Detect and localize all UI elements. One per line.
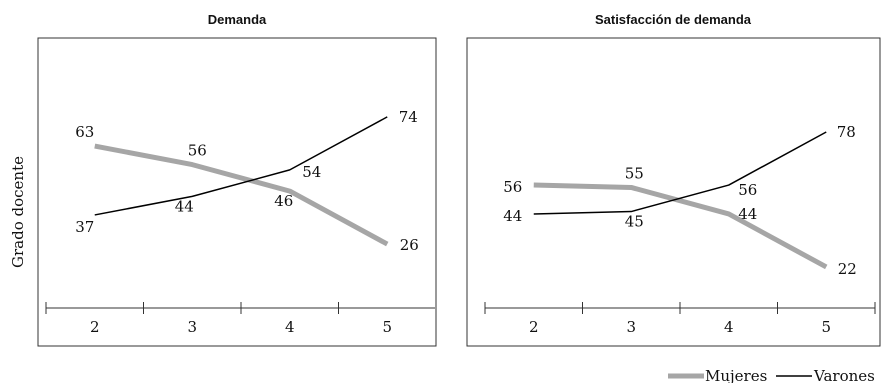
x-tick-label: 2 <box>90 318 100 336</box>
data-label-varones: 44 <box>175 197 194 215</box>
series-line-varones <box>94 116 388 216</box>
data-label-mujeres: 22 <box>838 260 857 278</box>
series-line-mujeres <box>94 143 389 247</box>
chart-title: Demanda <box>208 12 267 27</box>
data-label-varones: 78 <box>837 123 856 141</box>
data-label-varones: 74 <box>399 108 418 126</box>
series-group: 63 56 46 26 37 44 54 74 <box>75 108 419 254</box>
data-label-varones: 54 <box>302 163 321 181</box>
data-label-varones: 37 <box>75 218 94 236</box>
data-label-mujeres: 56 <box>503 178 522 196</box>
series-group: 56 55 44 22 44 45 56 78 <box>503 123 857 278</box>
x-ticks: 2 3 4 5 <box>45 302 437 336</box>
data-label-mujeres: 56 <box>188 142 207 160</box>
data-label-mujeres: 46 <box>274 192 293 210</box>
x-tick-label: 5 <box>382 318 392 336</box>
x-tick-label: 4 <box>285 318 295 336</box>
chart-title: Satisfacción de demanda <box>595 12 752 27</box>
data-label-mujeres: 55 <box>625 164 644 182</box>
x-tick-label: 2 <box>529 318 539 336</box>
data-label-varones: 56 <box>738 181 757 199</box>
x-tick-label: 3 <box>187 318 197 336</box>
x-tick-label: 3 <box>626 318 636 336</box>
data-label-mujeres: 44 <box>738 205 757 223</box>
plot-frame <box>37 37 437 347</box>
legend-label-mujeres: Mujeres <box>705 367 767 383</box>
chart-panel-demanda: Demanda 2 3 4 5 63 56 46 26 37 44 54 74 <box>37 12 437 347</box>
data-label-varones: 44 <box>503 207 522 225</box>
x-tick-label: 4 <box>724 318 734 336</box>
data-label-mujeres: 26 <box>400 236 419 254</box>
data-label-varones: 45 <box>625 213 644 231</box>
x-ticks: 2 3 4 5 <box>484 302 876 336</box>
legend: Mujeres Varones <box>668 367 875 383</box>
legend-label-varones: Varones <box>813 367 875 383</box>
data-label-mujeres: 63 <box>75 123 94 141</box>
y-axis-label: Grado docente <box>9 156 27 268</box>
series-line-mujeres <box>533 182 828 270</box>
series-line-varones <box>533 131 827 215</box>
x-tick-label: 5 <box>821 318 831 336</box>
plot-frame <box>466 37 881 347</box>
